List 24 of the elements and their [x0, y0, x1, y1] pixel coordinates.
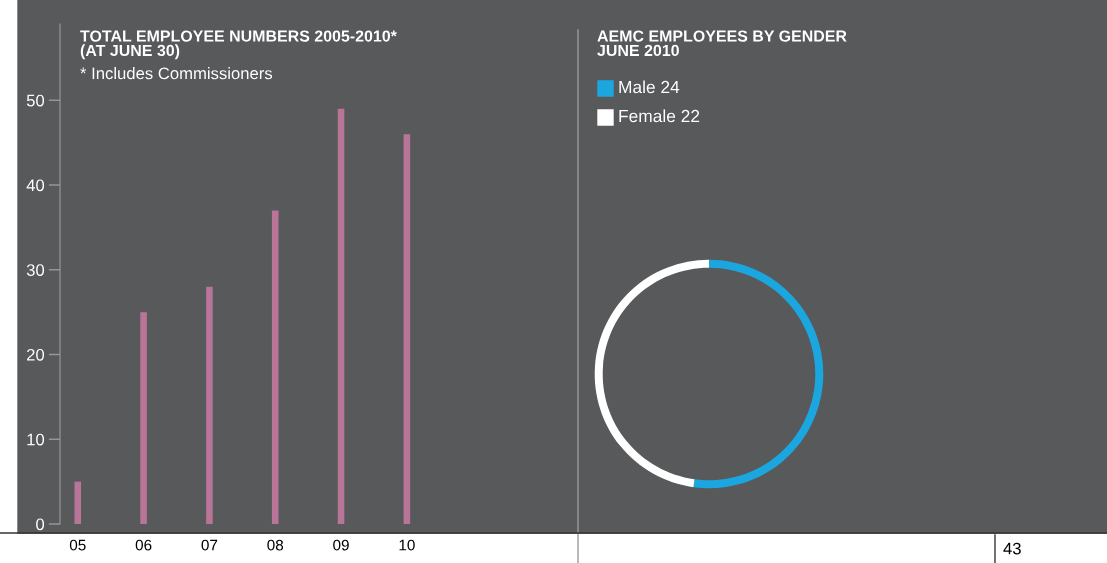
y-tick-label: 0: [36, 518, 45, 531]
x-tick-label: 10: [399, 539, 415, 551]
x-tick-label: 05: [69, 539, 86, 551]
x-tick-label: 08: [267, 539, 284, 551]
text: 43: [1003, 542, 1021, 555]
bar: [74, 481, 82, 524]
text: * Includes Commissioners: [80, 67, 273, 80]
bar: [140, 312, 147, 524]
y-tick-label: 20: [27, 348, 45, 361]
x-tick-label: 06: [135, 539, 152, 551]
legend-label: Male 24: [619, 80, 680, 94]
bar: [403, 134, 411, 524]
y-tick-label: 30: [26, 264, 45, 276]
x-tick-label: 09: [333, 539, 349, 551]
text: TOTAL EMPLOYEE NUMBERS 2005-2010* (AT JUNE 30): [80, 30, 397, 60]
bar: [206, 286, 213, 524]
y-tick-label: 50: [26, 94, 45, 107]
legend-label: Female 22: [619, 109, 700, 123]
bar: [337, 108, 345, 524]
y-tick-label: 10: [27, 433, 45, 446]
y-tick-label: 40: [26, 179, 45, 192]
chart-title: AEMC EMPLOYEES BY GENDER JUNE 2010: [597, 30, 847, 57]
bar: [271, 210, 279, 524]
x-tick-label: 07: [201, 539, 218, 551]
